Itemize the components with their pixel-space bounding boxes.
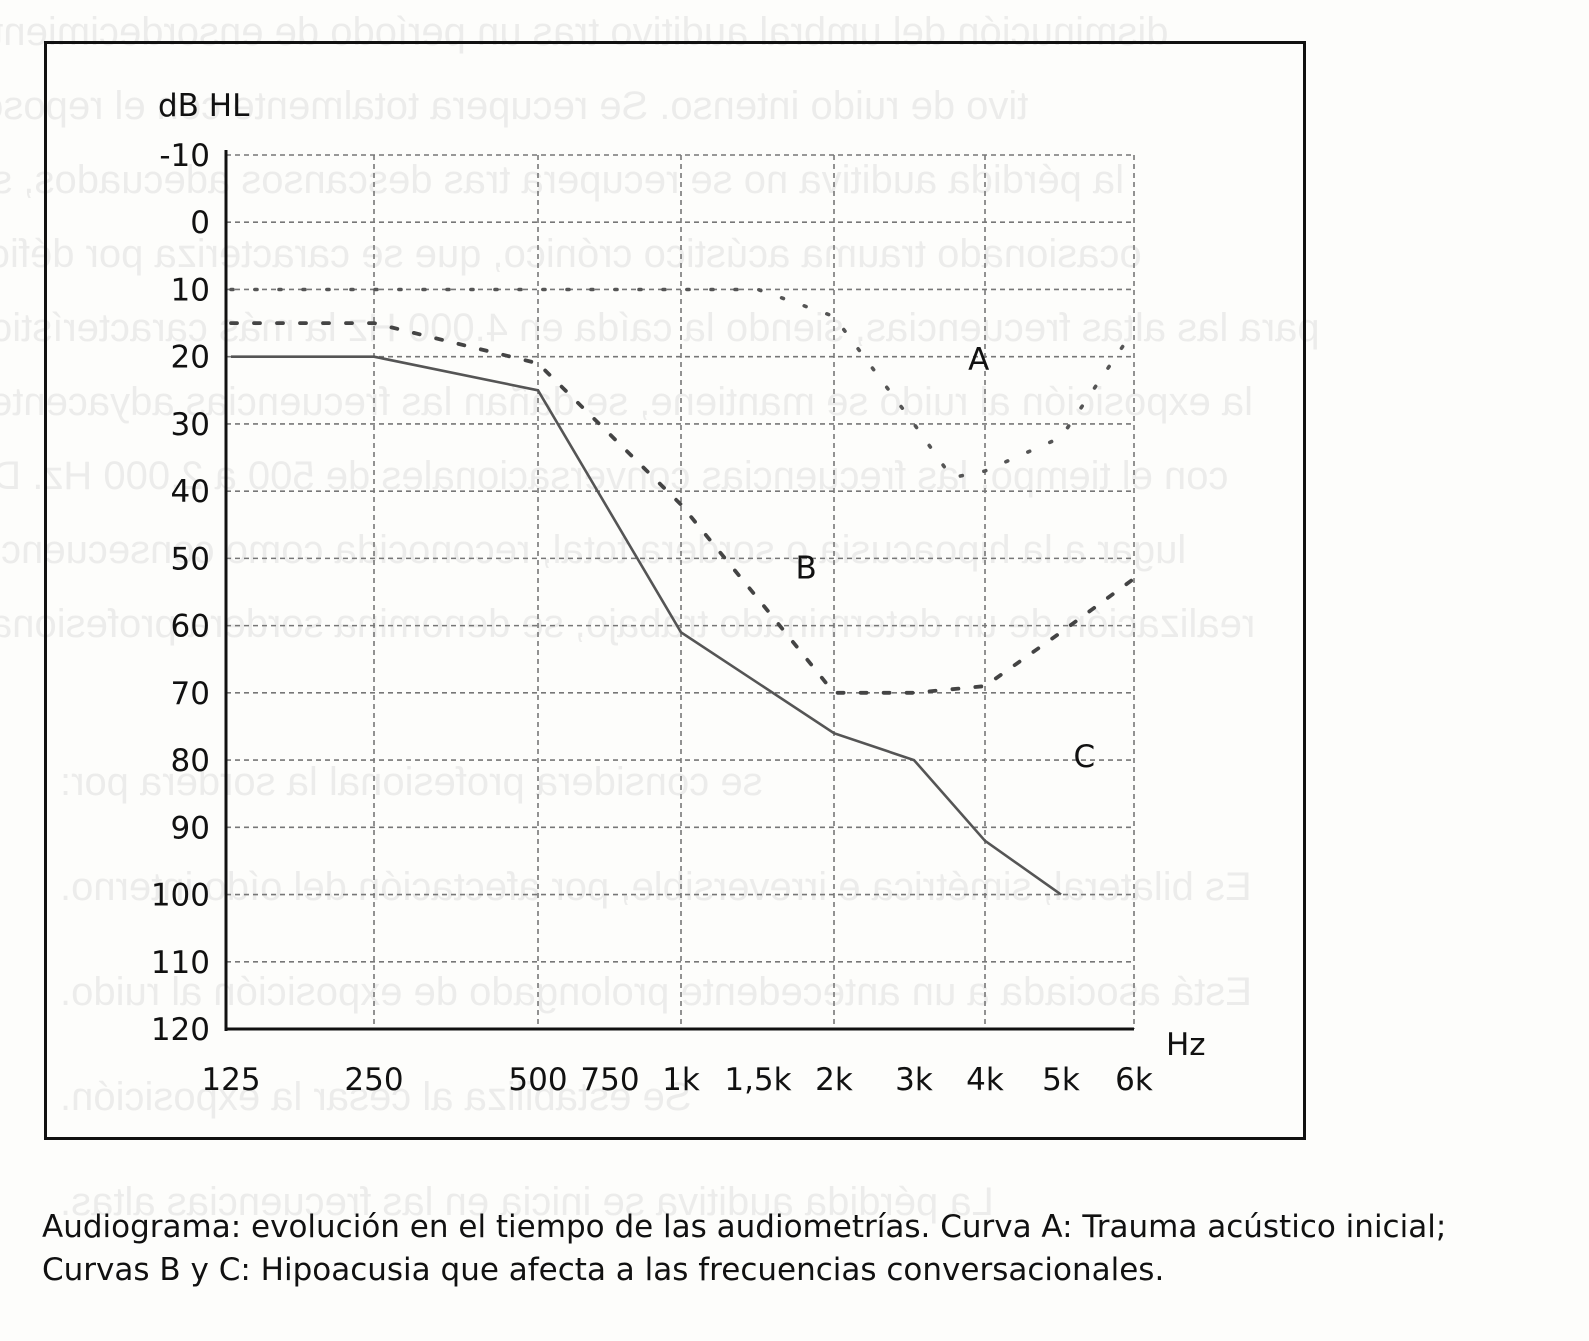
- x-tick-label: 3k: [895, 1062, 933, 1098]
- series-A-line: [229, 287, 1136, 480]
- y-tick-label: 20: [171, 340, 210, 376]
- caption-line-2: Curvas B y C: Hipoacusia que afecta a la…: [42, 1252, 1165, 1288]
- x-tick-label: 125: [201, 1062, 260, 1098]
- chart-frame: [44, 41, 1306, 1140]
- y-tick-label: 70: [171, 676, 210, 712]
- grid: [226, 154, 1135, 1029]
- tick-labels: -10 0 10 20 30 40 50 60 70 80 90 100 110 120 125 250 500…: [151, 138, 1153, 1098]
- x-tick-label: 1,5k: [724, 1062, 791, 1098]
- curve-label-B: B: [796, 551, 817, 587]
- curve-labels: A B C: [796, 342, 1096, 775]
- x-tick-label: 500: [508, 1062, 567, 1098]
- x-tick-label: 6k: [1115, 1062, 1153, 1098]
- curve-label-C: C: [1074, 739, 1096, 775]
- series: [229, 287, 1136, 896]
- y-tick-label: 60: [171, 609, 210, 645]
- y-axis-label: dB HL: [158, 88, 250, 124]
- figure-caption: Audiograma: evolución en el tiempo de la…: [42, 1206, 1562, 1292]
- axes: [224, 150, 1134, 1031]
- y-tick-label: 100: [151, 878, 210, 914]
- y-tick-label: -10: [159, 138, 210, 174]
- series-B-line: [229, 321, 1136, 695]
- x-tick-label: 2k: [815, 1062, 853, 1098]
- y-tick-label: 10: [171, 272, 210, 308]
- y-tick-label: 110: [151, 945, 210, 981]
- caption-line-1: Audiograma: evolución en el tiempo de la…: [42, 1209, 1447, 1245]
- series-C-line: [231, 355, 1062, 896]
- y-tick-label: 40: [171, 474, 210, 510]
- x-tick-label: 750: [580, 1062, 639, 1098]
- audiogram-chart: -10 0 10 20 30 40 50 60 70 80 90 100 110 120 125 250 500…: [151, 88, 1206, 1098]
- y-tick-label: 90: [171, 810, 210, 846]
- x-axis-label: Hz: [1166, 1027, 1206, 1063]
- y-tick-label: 120: [151, 1012, 210, 1048]
- curve-label-A: A: [968, 342, 989, 378]
- y-tick-label: 30: [171, 407, 210, 443]
- x-tick-label: 4k: [966, 1062, 1004, 1098]
- x-tick-label: 5k: [1042, 1062, 1080, 1098]
- y-tick-label: 0: [190, 205, 210, 241]
- y-tick-label: 80: [171, 743, 210, 779]
- x-tick-label: 1k: [662, 1062, 700, 1098]
- x-tick-label: 250: [344, 1062, 403, 1098]
- y-tick-label: 50: [171, 541, 210, 577]
